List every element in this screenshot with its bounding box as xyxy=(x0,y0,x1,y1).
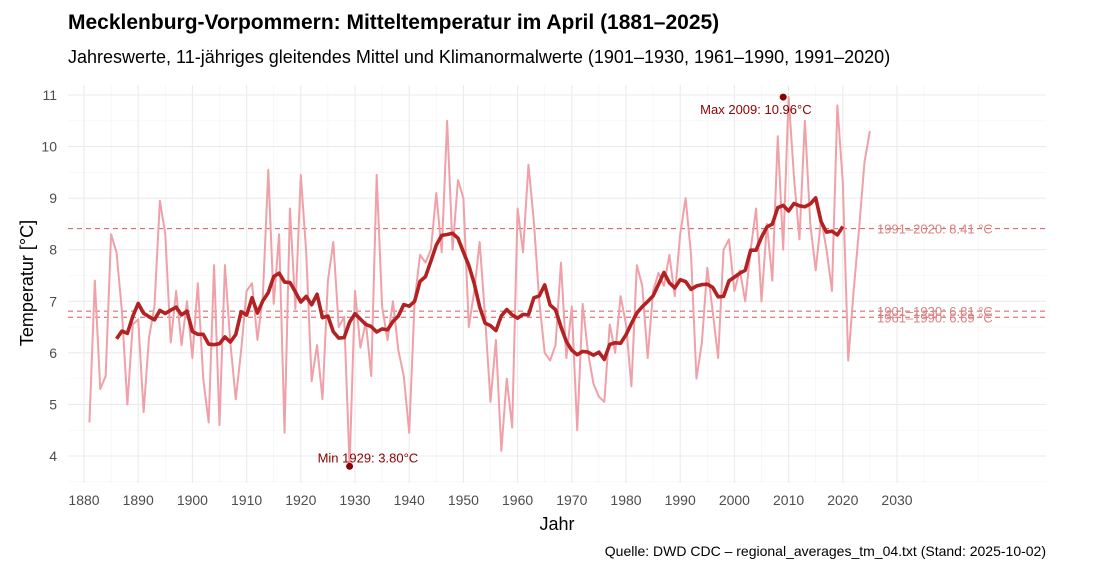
series-layer xyxy=(88,96,871,468)
min-label: Min 1929: 3.80°C xyxy=(318,450,419,465)
y-tick-label: 5 xyxy=(49,396,57,412)
x-tick-label: 1890 xyxy=(123,492,154,508)
annual-values-line xyxy=(88,96,871,468)
y-tick-label: 10 xyxy=(41,139,57,155)
x-tick-label: 1930 xyxy=(339,492,370,508)
x-tick-label: 1950 xyxy=(448,492,479,508)
max-point xyxy=(779,93,787,101)
x-tick-label: 1880 xyxy=(68,492,99,508)
reference-line-label: 1991–2020: 8.41 °C xyxy=(877,222,993,237)
y-tick-label: 7 xyxy=(49,293,57,309)
grid xyxy=(68,85,1046,483)
max-label: Max 2009: 10.96°C xyxy=(700,102,811,117)
y-tick-label: 4 xyxy=(49,448,57,464)
y-tick-label: 11 xyxy=(42,87,57,103)
y-tick-label: 8 xyxy=(49,242,57,258)
x-tick-label: 2020 xyxy=(827,492,858,508)
chart-title: Mecklenburg-Vorpommern: Mitteltemperatur… xyxy=(68,11,720,34)
reference-line-label: 1901–1930: 6.81 °C xyxy=(877,304,993,319)
y-tick-label: 6 xyxy=(49,345,57,361)
x-tick-label: 2000 xyxy=(719,492,750,508)
x-tick-label: 1920 xyxy=(285,492,316,508)
x-tick-label: 1900 xyxy=(177,492,208,508)
x-tick-label: 1940 xyxy=(394,492,425,508)
x-axis-label: Jahr xyxy=(539,514,574,534)
reference-line-label: 1961–1990: 6.69 °C xyxy=(877,310,993,325)
axes: 1880 1890 1900 1910 1920 1930 1940 1950 1960 1970… xyxy=(41,87,912,508)
x-tick-label: 2010 xyxy=(773,492,804,508)
x-tick-label: 1970 xyxy=(556,492,587,508)
annotations: Max 2009: 10.96°C Min 1929: 3.80°C xyxy=(318,93,812,470)
y-axis-label: Temperatur [°C] xyxy=(17,220,37,346)
x-tick-label: 1980 xyxy=(610,492,641,508)
moving-average-line xyxy=(115,196,845,362)
chart-caption: Quelle: DWD CDC – regional_averages_tm_0… xyxy=(604,543,1046,559)
y-tick-label: 9 xyxy=(49,190,57,206)
x-tick-label: 1960 xyxy=(502,492,533,508)
chart-subtitle: Jahreswerte, 11-jähriges gleitendes Mitt… xyxy=(68,47,891,67)
x-tick-label: 1990 xyxy=(665,492,696,508)
x-tick-label: 1910 xyxy=(231,492,262,508)
min-point xyxy=(346,462,354,470)
x-tick-label: 2030 xyxy=(881,492,912,508)
